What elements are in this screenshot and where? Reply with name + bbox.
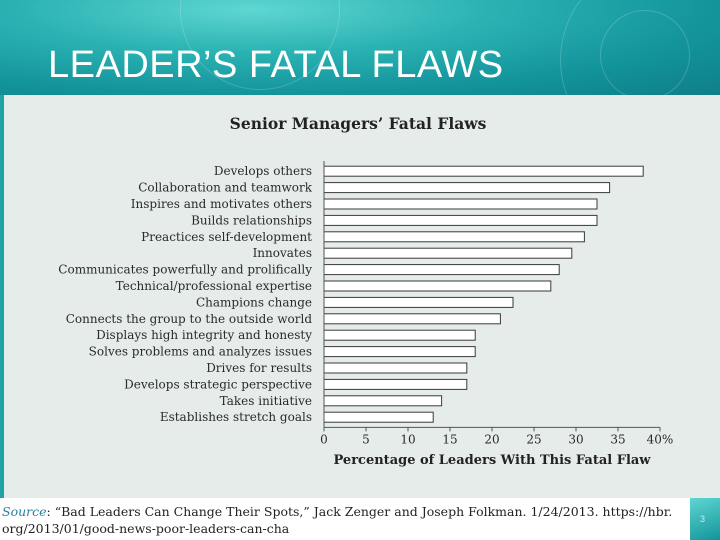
- page-number: 3: [700, 514, 706, 524]
- bar: [323, 362, 468, 374]
- bar: [323, 280, 552, 292]
- chart-panel: Senior Managers’ Fatal Flaws Develops ot…: [4, 95, 720, 498]
- source-line-2: org/2013/01/good-news-poor-leaders-can-c…: [2, 521, 290, 536]
- bars-group: [323, 165, 644, 423]
- bar: [323, 296, 514, 308]
- x-tick-label: 0: [320, 432, 328, 446]
- x-tick-label: 35: [610, 432, 625, 446]
- category-label: Drives for results: [206, 361, 312, 375]
- x-tick-label: 40%: [647, 432, 674, 446]
- source-line-1: Source: “Bad Leaders Can Change Their Sp…: [2, 504, 672, 519]
- bar: [323, 378, 468, 390]
- bar: [323, 182, 611, 194]
- decorative-circle: [560, 0, 720, 95]
- category-label: Solves problems and analyzes issues: [89, 345, 312, 359]
- bar-chart: Senior Managers’ Fatal Flaws Develops ot…: [58, 114, 673, 468]
- x-tick-label: 5: [362, 432, 370, 446]
- category-label: Preactices self-development: [141, 230, 312, 244]
- bar: [323, 198, 598, 210]
- bar: [323, 329, 476, 341]
- x-tick-label: 20: [484, 432, 499, 446]
- x-tick-label: 15: [442, 432, 457, 446]
- bar: [323, 165, 644, 177]
- source-label: Source: [2, 504, 47, 519]
- bar: [323, 231, 585, 243]
- bar: [323, 346, 476, 358]
- chart-title: Senior Managers’ Fatal Flaws: [230, 114, 487, 133]
- category-label: Takes initiative: [220, 394, 312, 408]
- bar: [323, 214, 598, 226]
- corner-accent: [690, 498, 720, 540]
- category-label: Establishes stretch goals: [160, 410, 312, 424]
- category-label: Displays high integrity and honesty: [96, 328, 312, 342]
- category-label: Inspires and motivates others: [131, 197, 312, 211]
- bar: [323, 264, 560, 276]
- bar: [323, 395, 443, 407]
- category-label: Technical/professional expertise: [116, 279, 312, 293]
- x-tick-label: 30: [568, 432, 583, 446]
- source-text: : “Bad Leaders Can Change Their Spots,” …: [46, 504, 673, 519]
- decorative-circle: [600, 10, 690, 95]
- category-label: Champions change: [196, 295, 312, 309]
- x-tick-label: 10: [400, 432, 415, 446]
- category-label: Builds relationships: [191, 213, 312, 227]
- bar: [323, 313, 501, 325]
- x-axis-label: Percentage of Leaders With This Fatal Fl…: [334, 453, 652, 468]
- slide-title: LEADER’S FATAL FLAWS: [48, 44, 504, 86]
- category-label: Develops others: [214, 164, 312, 178]
- bar: [323, 411, 434, 423]
- category-label: Collaboration and teamwork: [138, 181, 313, 195]
- x-axis: 0 5 10 15 20 25 30 35 40%: [320, 161, 673, 446]
- x-tick-label: 25: [526, 432, 541, 446]
- category-labels: Develops others Collaboration and teamwor…: [58, 164, 312, 424]
- category-label: Develops strategic perspective: [124, 377, 312, 391]
- category-label: Communicates powerfully and prolifically: [58, 263, 312, 277]
- source-citation: Source: “Bad Leaders Can Change Their Sp…: [0, 498, 720, 540]
- category-label: Connects the group to the outside world: [66, 312, 313, 326]
- title-bar: LEADER’S FATAL FLAWS: [0, 0, 720, 95]
- left-accent-strip: [0, 95, 4, 540]
- category-label: Innovates: [253, 246, 312, 260]
- bar: [323, 247, 573, 259]
